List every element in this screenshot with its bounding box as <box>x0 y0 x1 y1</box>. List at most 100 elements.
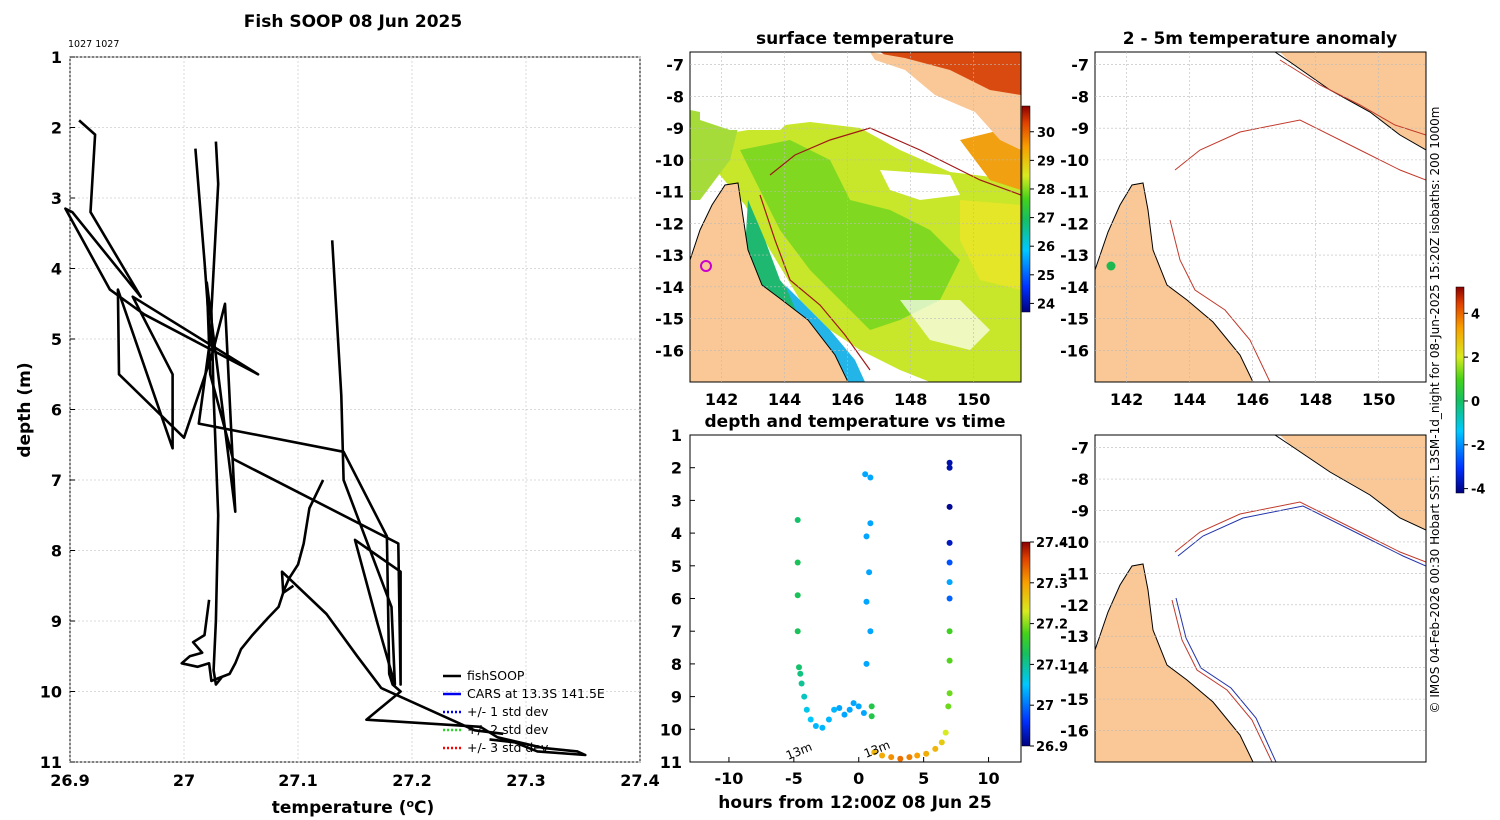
anomaly-y-tick-label: -9 <box>1071 119 1089 138</box>
anomaly-colorbar <box>1455 286 1465 494</box>
anomaly-y-tick-label: -11 <box>1060 183 1089 202</box>
timeseries-point <box>860 710 867 716</box>
anomaly-y-tick-label: -7 <box>1071 56 1089 75</box>
timeseries-x-tick-label: 5 <box>918 769 929 788</box>
timeseries-point <box>946 690 953 697</box>
depth-temperature-time-chart: depth and temperature vs time -10 -5 0 5 10 1… <box>660 412 1068 813</box>
timeseries-point <box>855 703 862 710</box>
sst-cloud-gap-mid <box>880 170 960 200</box>
timeseries-point <box>850 700 857 707</box>
profile-x-tick-label: 26.9 <box>50 771 89 790</box>
timeseries-colorbar-tick-label: 27.4 <box>1036 536 1068 551</box>
timeseries-point <box>923 750 930 757</box>
sst-y-tick-label: -10 <box>655 151 684 170</box>
temperature-depth-profile-chart: Fish SOOP 08 Jun 2025 1027 1027 26.9 27 27… <box>15 12 660 818</box>
timeseries-point <box>807 716 814 723</box>
sst-colorbar-tick-label: 26 <box>1037 240 1055 255</box>
anomaly-station-marker <box>1106 261 1116 271</box>
anomaly-isobath-200m <box>1169 219 1271 382</box>
profile-x-tick-label: 27.3 <box>506 771 545 790</box>
sst-colorbar-tick-label: 28 <box>1037 183 1055 198</box>
anomaly-colorbar-tick-label: 2 <box>1471 351 1480 366</box>
timeseries-y-tick-label: 10 <box>660 720 682 739</box>
sst-land-cape-york <box>690 183 848 382</box>
timeseries-point <box>798 680 805 687</box>
timeseries-point <box>796 664 802 671</box>
anomaly-colorbar-tick-label: -4 <box>1471 483 1485 498</box>
profile-y-tick-label: 3 <box>51 189 62 208</box>
sst-x-tick-label: 148 <box>894 390 927 409</box>
sst-land-papua <box>690 52 1021 150</box>
anomaly-colorbar-tick-label: 4 <box>1471 307 1480 322</box>
timeseries-y-tick-label: 6 <box>671 590 682 609</box>
timeseries-point <box>946 459 953 466</box>
sst-x-tick-label: 142 <box>705 390 738 409</box>
sst-y-tick-label: -14 <box>655 278 684 297</box>
timeseries-x-tick-label: -10 <box>714 769 743 788</box>
profile-y-tick-label: 4 <box>51 260 62 279</box>
sst-y-tick-label: -13 <box>655 246 684 265</box>
timeseries-point <box>946 464 953 471</box>
isobath-land-cape-york <box>1095 564 1253 762</box>
sst-y-tick-label: -15 <box>655 310 684 329</box>
anomaly-y-tick-label: -10 <box>1060 151 1089 170</box>
anomaly-axes-frame <box>1094 51 1427 383</box>
timeseries-point <box>946 579 953 586</box>
timeseries-point <box>831 706 838 713</box>
profile-y-tick-label: 6 <box>51 401 62 420</box>
timeseries-point <box>863 660 870 667</box>
profile-series-line-1 <box>64 119 402 686</box>
timeseries-point <box>794 517 801 523</box>
timeseries-point <box>868 703 875 710</box>
timeseries-y-tick-label: 4 <box>671 524 682 543</box>
anomaly-land-papua <box>1095 52 1426 150</box>
timeseries-point <box>862 471 869 478</box>
anomaly-x-tick-label: 144 <box>1173 390 1206 409</box>
timeseries-x-tick-label: 0 <box>853 769 864 788</box>
anomaly-isobath-1000m <box>1174 119 1426 181</box>
isobath-1000m-blue <box>1177 505 1426 567</box>
timeseries-axes-frame <box>689 434 1022 763</box>
timeseries-x-tick-label: -5 <box>785 769 803 788</box>
anomaly-x-tick-label: 142 <box>1110 390 1143 409</box>
anomaly-y-tick-label: -13 <box>1060 246 1089 265</box>
isobath-papua-coastline <box>1274 435 1426 531</box>
profile-y-tick-label: 10 <box>40 683 62 702</box>
legend-label-cars: CARS at 13.3S 141.5E <box>467 686 605 701</box>
isobath-y-tick-label: -13 <box>1060 627 1089 646</box>
timeseries-x-tick-label: 10 <box>977 769 999 788</box>
isobath-y-tick-label: -11 <box>1060 564 1089 583</box>
timeseries-point <box>888 754 895 761</box>
timeseries-point <box>906 754 913 761</box>
profile-x-tick-label: 27.4 <box>620 771 659 790</box>
timeseries-y-tick-label: 1 <box>671 426 682 445</box>
timeseries-point <box>946 595 953 602</box>
sst-y-tick-label: -16 <box>655 341 684 360</box>
sst-y-tick-label: -9 <box>666 119 684 138</box>
isobath-y-tick-label: -14 <box>1060 659 1089 678</box>
isobath-y-tick-label: -7 <box>1071 439 1089 458</box>
timeseries-point <box>946 559 953 566</box>
timeseries-point <box>836 705 843 711</box>
anomaly-y-tick-label: -12 <box>1060 214 1089 233</box>
anomaly-cape-york-coastline <box>1095 182 1254 382</box>
profile-top-note: 1027 1027 <box>68 39 119 50</box>
sst-colorbar-tick-label: 29 <box>1037 154 1055 169</box>
timeseries-point <box>914 752 921 759</box>
timeseries-point <box>867 628 874 635</box>
timeseries-point <box>794 592 801 599</box>
sst-field-east-warm <box>960 200 1021 290</box>
anomaly-colorbar-tick-label: 0 <box>1471 395 1480 410</box>
timeseries-point <box>945 703 952 710</box>
anomaly-land-papua-coastline <box>1274 52 1426 151</box>
isobath-y-tick-label: -16 <box>1060 722 1089 741</box>
anomaly-x-tick-label: 150 <box>1362 390 1395 409</box>
anomaly-y-tick-label: -16 <box>1060 341 1089 360</box>
profile-x-tick-label: 27.2 <box>392 771 431 790</box>
anomaly-isobath-north <box>1279 59 1426 136</box>
profile-y-tick-label: 9 <box>51 612 62 631</box>
timeseries-y-tick-label: 8 <box>671 655 682 674</box>
isobath-map: -7 -8 -9 -10 -11 -12 -13 -14 -15 -16 <box>1060 434 1427 763</box>
sst-isobath-200m <box>759 194 871 371</box>
